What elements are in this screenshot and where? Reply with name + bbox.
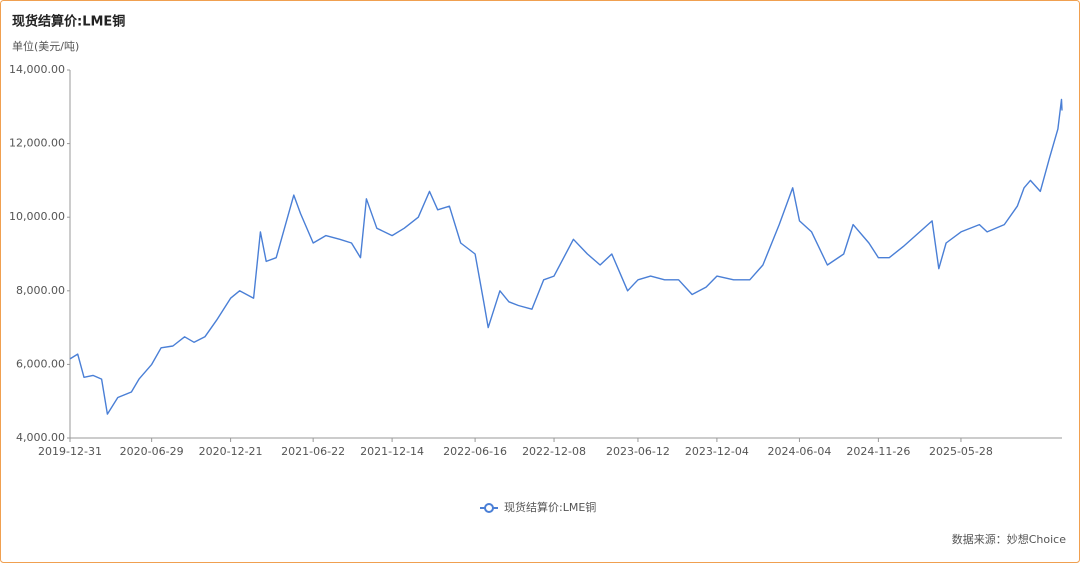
x-tick-label: 2022-12-08 bbox=[522, 445, 586, 458]
y-tick-label: 14,000.00 bbox=[9, 63, 65, 76]
x-tick-label: 2024-11-26 bbox=[846, 445, 910, 458]
source: 数据来源：妙想Choice bbox=[952, 532, 1066, 546]
y-tick-label: 8,000.00 bbox=[16, 284, 65, 297]
legend-marker bbox=[484, 503, 494, 513]
x-tick-label: 2024-06-04 bbox=[767, 445, 831, 458]
x-tick-label: 2021-06-22 bbox=[281, 445, 345, 458]
x-tick-label: 2020-12-21 bbox=[199, 445, 263, 458]
y-tick-label: 10,000.00 bbox=[9, 210, 65, 223]
y-tick-label: 6,000.00 bbox=[16, 357, 65, 370]
x-tick-label: 2019-12-31 bbox=[38, 445, 102, 458]
y-axis-unit: 单位(美元/吨) bbox=[12, 39, 79, 53]
x-tick-label: 2025-05-28 bbox=[929, 445, 993, 458]
x-tick-label: 2022-06-16 bbox=[443, 445, 507, 458]
chart-title: 现货结算价:LME铜 bbox=[12, 14, 125, 30]
x-tick-label: 2023-12-04 bbox=[685, 445, 749, 458]
x-tick-label: 2023-06-12 bbox=[606, 445, 670, 458]
x-tick-label: 2020-06-29 bbox=[120, 445, 184, 458]
x-tick-label: 2021-12-14 bbox=[360, 445, 424, 458]
legend-label: 现货结算价:LME铜 bbox=[504, 500, 596, 514]
y-tick-label: 12,000.00 bbox=[9, 137, 65, 150]
y-tick-label: 4,000.00 bbox=[16, 431, 65, 444]
line-series bbox=[69, 98, 1063, 415]
